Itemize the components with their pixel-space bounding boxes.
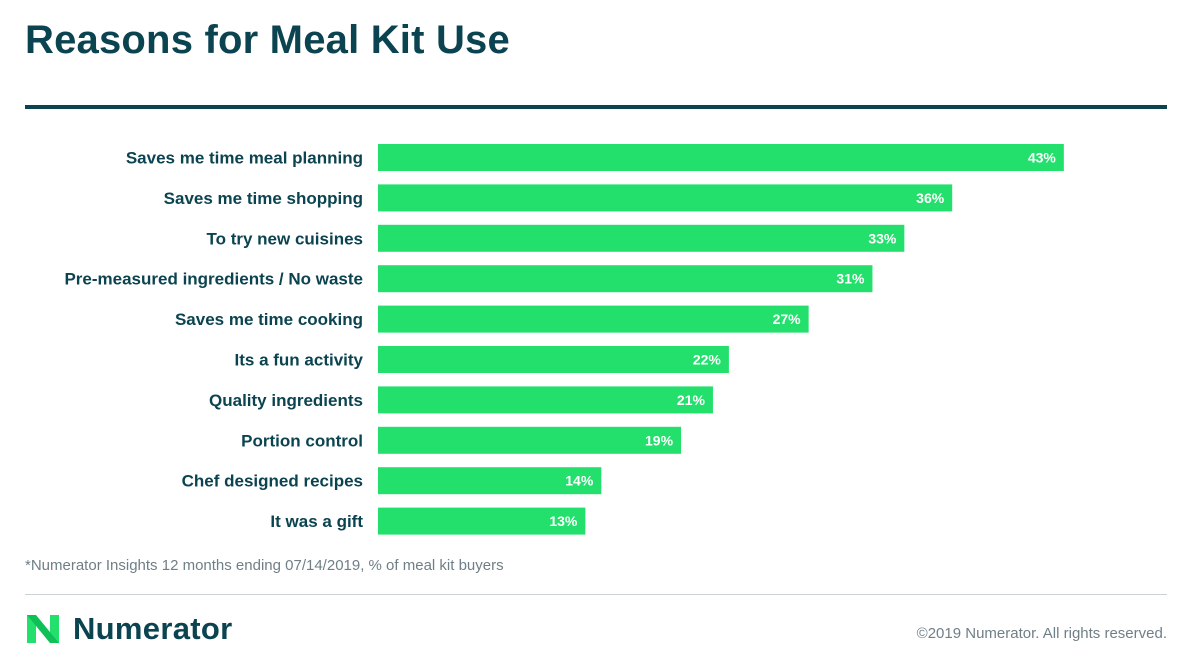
value-label: 14%: [565, 473, 594, 489]
bar: [378, 305, 809, 333]
footnote: *Numerator Insights 12 months ending 07/…: [25, 557, 504, 574]
value-label: 43%: [1028, 150, 1057, 166]
category-label: Pre-measured ingredients / No waste: [64, 270, 363, 289]
value-label: 27%: [773, 311, 802, 327]
category-label: Saves me time cooking: [175, 310, 363, 329]
category-label: To try new cuisines: [206, 229, 363, 248]
bar: [378, 346, 729, 373]
bar: [378, 144, 1064, 171]
bar: [378, 426, 682, 454]
bar: [378, 467, 602, 495]
brand: Numerator: [25, 611, 232, 647]
bar: [378, 224, 905, 252]
copyright: ©2019 Numerator. All rights reserved.: [916, 625, 1167, 642]
chart-title: Reasons for Meal Kit Use: [25, 18, 510, 62]
category-label: Its a fun activity: [235, 351, 364, 370]
value-label: 36%: [916, 190, 945, 206]
category-label: Portion control: [241, 431, 363, 450]
category-label: Quality ingredients: [209, 391, 363, 410]
footer-divider: [25, 594, 1167, 595]
category-label: Saves me time shopping: [164, 189, 363, 208]
category-label: It was a gift: [270, 512, 363, 531]
bar-chart: Saves me time meal planning 43% Saves me t…: [64, 144, 1064, 535]
category-label: Chef designed recipes: [182, 472, 363, 491]
category-label: Saves me time meal planning: [126, 149, 363, 168]
bar: [378, 386, 713, 414]
bar: [378, 507, 586, 535]
value-label: 33%: [868, 230, 897, 246]
value-label: 21%: [677, 392, 706, 408]
bar: [378, 265, 873, 293]
value-label: 13%: [549, 513, 578, 529]
numerator-n-logo-icon: [25, 611, 61, 647]
bar: [378, 184, 953, 212]
title-divider: [25, 105, 1167, 109]
value-label: 31%: [836, 271, 865, 287]
value-label: 22%: [693, 352, 722, 368]
brand-name: Numerator: [73, 611, 233, 646]
value-label: 19%: [645, 432, 674, 448]
